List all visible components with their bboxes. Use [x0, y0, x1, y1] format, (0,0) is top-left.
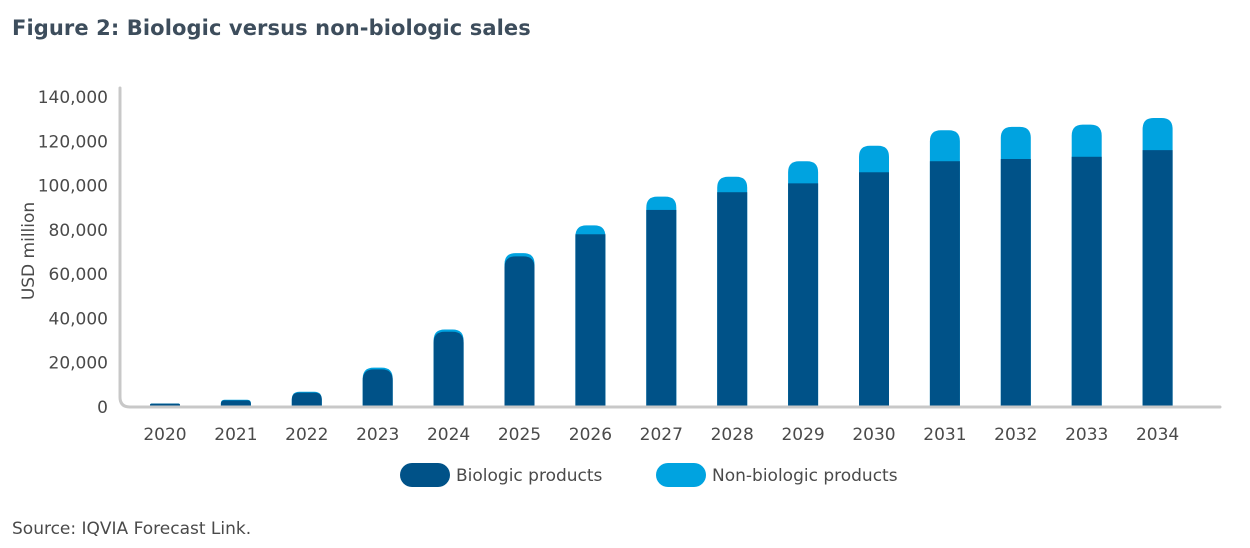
y-tick-label: 0 — [97, 398, 108, 418]
legend-non-biologic-label: Non-biologic products — [712, 466, 898, 486]
y-tick-label: 100,000 — [38, 177, 108, 197]
x-tick-label: 2028 — [711, 425, 754, 445]
y-tick-label: 120,000 — [38, 132, 108, 152]
y-tick-label: 140,000 — [38, 88, 108, 108]
y-tick-label: 80,000 — [49, 221, 108, 241]
bar-biologic-2031 — [929, 161, 960, 407]
x-axis-ticks: 2020 2021 2022 2023 2024 2025 2026 2027 2028 2029… — [143, 425, 1179, 445]
figure-title: Figure 2: Biologic versus non-biologic s… — [12, 16, 531, 40]
y-tick-label: 20,000 — [49, 354, 108, 374]
legend-biologic-label: Biologic products — [456, 466, 603, 486]
bar-biologic-2027 — [646, 209, 677, 407]
x-tick-label: 2027 — [640, 425, 683, 445]
x-tick-label: 2024 — [427, 425, 470, 445]
bar-biologic-2033 — [1071, 156, 1102, 407]
x-tick-label: 2023 — [356, 425, 399, 445]
bar-biologic-2032 — [1000, 159, 1031, 407]
axis-line — [118, 86, 1222, 409]
y-axis-label: USD million — [19, 202, 39, 300]
legend-non-biologic-swatch — [656, 463, 706, 487]
x-tick-label: 2033 — [1065, 425, 1108, 445]
x-tick-label: 2021 — [214, 425, 257, 445]
legend-biologic-swatch — [400, 463, 450, 487]
x-tick-label: 2032 — [994, 425, 1037, 445]
x-tick-label: 2029 — [781, 425, 824, 445]
bar-biologic-2021 — [220, 400, 251, 407]
x-tick-label: 2034 — [1136, 425, 1179, 445]
bar-biologic-2029 — [788, 183, 819, 407]
bar-biologic-2023 — [362, 369, 393, 407]
y-tick-label: 40,000 — [49, 309, 108, 329]
legend: Biologic products Non-biologic products — [400, 463, 898, 487]
bar-biologic-2025 — [504, 256, 535, 407]
bar-biologic-2030 — [859, 172, 889, 407]
bar-biologic-2022 — [291, 392, 322, 407]
x-tick-label: 2022 — [285, 425, 328, 445]
axes — [118, 86, 1222, 409]
y-axis-ticks: 0 20,000 40,000 60,000 80,000 100,000 120,000 1… — [38, 88, 108, 418]
bars — [150, 118, 1173, 408]
x-tick-label: 2031 — [923, 425, 966, 445]
bar-biologic-2026 — [575, 234, 606, 407]
legend-non-biologic: Non-biologic products — [656, 463, 898, 487]
bar-biologic-2028 — [717, 192, 748, 407]
y-tick-label: 60,000 — [49, 265, 108, 285]
legend-biologic: Biologic products — [400, 463, 603, 487]
x-tick-label: 2026 — [569, 425, 612, 445]
x-tick-label: 2030 — [852, 425, 895, 445]
bar-biologic-2024 — [433, 331, 464, 407]
x-tick-label: 2025 — [498, 425, 541, 445]
x-tick-label: 2020 — [143, 425, 186, 445]
bar-biologic-2034 — [1142, 150, 1173, 407]
source-note: Source: IQVIA Forecast Link. — [12, 519, 252, 539]
